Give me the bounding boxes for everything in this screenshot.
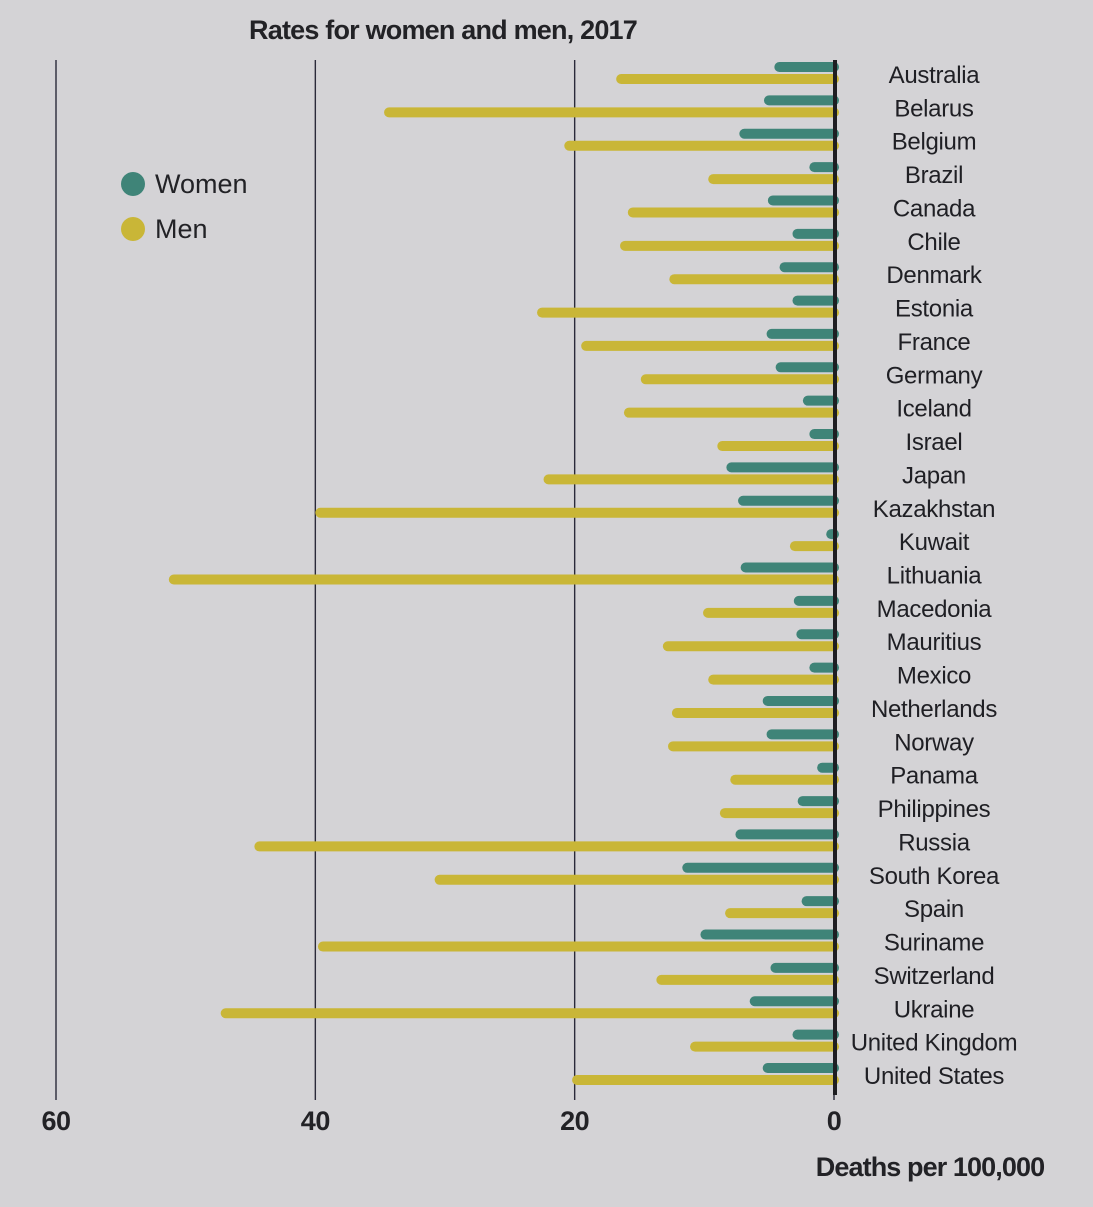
category-label: Lithuania — [887, 563, 983, 590]
legend: Women Men — [121, 169, 248, 244]
category-label: Japan — [902, 462, 966, 489]
category-label: Mauritius — [887, 629, 982, 656]
category-label: Germany — [886, 362, 983, 389]
category-label: Brazil — [905, 162, 963, 189]
category-label: United States — [864, 1063, 1004, 1090]
category-label: Norway — [894, 729, 974, 756]
x-axis-label: Deaths per 100,000 — [816, 1152, 1044, 1182]
chart-title: Rates for women and men, 2017 — [249, 15, 637, 45]
category-label: Israel — [906, 429, 963, 456]
legend-men-swatch — [121, 217, 145, 241]
category-label: Kazakhstan — [873, 496, 995, 523]
category-labels: Australia Belarus Belgium Brazil Canada Chile… — [851, 62, 1018, 1090]
category-label: Canada — [893, 195, 976, 222]
category-label: Belarus — [894, 95, 974, 122]
category-label: Denmark — [886, 262, 983, 289]
category-label: Mexico — [897, 663, 971, 690]
category-label: France — [898, 329, 971, 356]
legend-men-label: Men — [155, 214, 208, 244]
category-label: Chile — [907, 229, 960, 256]
category-label: Kuwait — [899, 529, 970, 556]
category-label: Iceland — [896, 396, 971, 423]
category-label: South Korea — [869, 863, 1000, 890]
category-label: Australia — [889, 62, 981, 89]
category-label: Estonia — [895, 296, 974, 323]
category-label: Panama — [890, 763, 979, 790]
x-tick-label: 20 — [560, 1106, 589, 1136]
category-label: Suriname — [884, 930, 984, 957]
category-label: Spain — [904, 896, 964, 923]
category-label: Switzerland — [874, 963, 995, 990]
category-label: Belgium — [892, 129, 977, 156]
legend-women-label: Women — [155, 169, 248, 199]
category-label: Russia — [898, 829, 971, 856]
category-label: Macedonia — [877, 596, 993, 623]
x-tick-labels: 60 40 20 0 — [41, 1095, 842, 1136]
x-tick-label: 60 — [41, 1106, 70, 1136]
category-label: Netherlands — [871, 696, 997, 723]
x-tick-label: 0 — [827, 1106, 842, 1136]
category-label: Philippines — [878, 796, 991, 823]
x-tick-label: 40 — [301, 1106, 330, 1136]
bars — [168, 62, 839, 1085]
category-label: Ukraine — [894, 996, 975, 1023]
legend-women-swatch — [121, 172, 145, 196]
category-label: United Kingdom — [851, 1030, 1018, 1057]
